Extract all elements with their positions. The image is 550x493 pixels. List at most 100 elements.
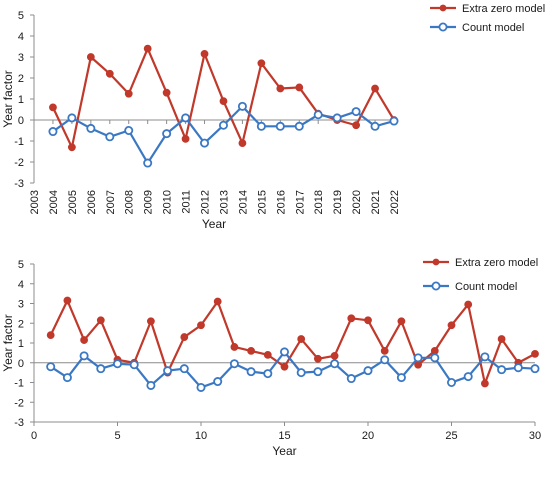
data-point	[352, 121, 361, 130]
y-tick-label: 5	[18, 259, 24, 271]
x-tick-label: 5	[114, 430, 120, 442]
x-axis-title: Year	[272, 444, 296, 458]
legend-label: Extra zero model	[462, 3, 545, 15]
y-tick-label: 5	[18, 10, 24, 22]
y-tick-label: -3	[14, 417, 24, 429]
data-point	[430, 353, 440, 363]
x-tick-label: 25	[445, 430, 457, 442]
data-point	[280, 362, 289, 371]
data-point	[389, 116, 399, 126]
data-point	[96, 364, 106, 374]
data-point	[380, 355, 390, 365]
x-tick-label: 2011	[181, 190, 193, 214]
x-tick-label: 2012	[200, 190, 212, 214]
data-point	[497, 365, 507, 375]
data-point	[86, 123, 96, 133]
data-point	[105, 132, 115, 142]
data-point	[295, 83, 304, 92]
x-tick-label: 2022	[389, 190, 401, 214]
y-axis-title: Year factor	[1, 314, 15, 372]
series-count-model	[46, 347, 540, 392]
data-point	[414, 360, 423, 369]
data-point	[238, 139, 247, 148]
y-tick-label: 4	[18, 279, 24, 291]
data-point	[147, 317, 155, 326]
legend-marker	[431, 281, 441, 291]
data-point	[219, 97, 228, 105]
data-point	[180, 333, 189, 341]
x-tick-label: 20	[362, 430, 374, 442]
y-tick-label: -2	[14, 397, 24, 409]
data-point	[96, 316, 105, 325]
data-point	[257, 59, 266, 68]
data-point	[124, 89, 133, 98]
data-point	[314, 354, 322, 363]
y-tick-label: 4	[18, 31, 24, 43]
data-point	[497, 335, 506, 343]
legend-marker	[438, 22, 448, 32]
y-tick-label: 0	[18, 358, 24, 370]
x-axis-title: Year	[202, 217, 226, 231]
data-point	[124, 126, 134, 136]
data-point	[371, 84, 379, 93]
data-point	[200, 49, 209, 58]
y-tick-label: -3	[14, 178, 24, 190]
data-point	[276, 84, 285, 93]
x-tick-label: 2005	[67, 190, 79, 214]
data-point	[246, 367, 256, 377]
data-point	[63, 296, 72, 305]
data-point	[46, 362, 56, 372]
data-point	[332, 113, 342, 123]
data-point	[513, 363, 523, 373]
data-point	[370, 121, 380, 131]
data-point	[218, 120, 228, 130]
y-tick-label: -1	[14, 378, 24, 390]
x-tick-label: 10	[195, 430, 207, 442]
data-point	[446, 377, 456, 387]
y-tick-label: 2	[18, 318, 24, 330]
data-point	[275, 121, 285, 131]
data-point	[79, 351, 89, 361]
x-tick-label: 0	[31, 430, 37, 442]
data-point	[113, 359, 123, 369]
data-point	[413, 353, 423, 363]
series-count-model	[48, 101, 399, 168]
data-point	[67, 113, 77, 123]
data-point	[279, 347, 289, 357]
y-tick-label: 1	[18, 338, 24, 350]
data-point	[346, 374, 356, 384]
x-tick-label: 2013	[218, 190, 230, 214]
series-extra-zero-model	[49, 44, 398, 152]
y-tick-label: 1	[18, 94, 24, 106]
x-tick-label: 2019	[332, 190, 344, 214]
data-point	[48, 127, 58, 137]
data-point	[256, 121, 266, 131]
legend-marker	[432, 258, 440, 266]
data-point	[481, 379, 489, 388]
x-tick-label: 15	[278, 430, 290, 442]
x-tick-label: 2021	[370, 190, 382, 214]
data-point	[263, 369, 273, 379]
data-point	[351, 107, 361, 117]
x-tick-label: 2016	[275, 190, 287, 214]
data-point	[237, 101, 247, 111]
data-point	[86, 53, 95, 61]
data-point	[313, 367, 323, 377]
data-point	[143, 44, 152, 53]
data-point	[196, 382, 206, 392]
data-point	[430, 347, 439, 355]
x-tick-label: 2008	[124, 190, 136, 214]
legend-marker	[439, 4, 447, 12]
data-point	[347, 314, 356, 323]
data-point	[67, 143, 76, 152]
x-tick-label: 2003	[29, 190, 41, 214]
data-point	[229, 359, 239, 369]
x-tick-label: 30	[529, 430, 541, 442]
x-tick-label: 2004	[48, 190, 60, 214]
data-point	[397, 317, 406, 326]
y-tick-label: 3	[18, 52, 24, 64]
data-point	[213, 377, 223, 387]
x-tick-label: 2007	[105, 190, 117, 214]
y-tick-label: 3	[18, 299, 24, 311]
